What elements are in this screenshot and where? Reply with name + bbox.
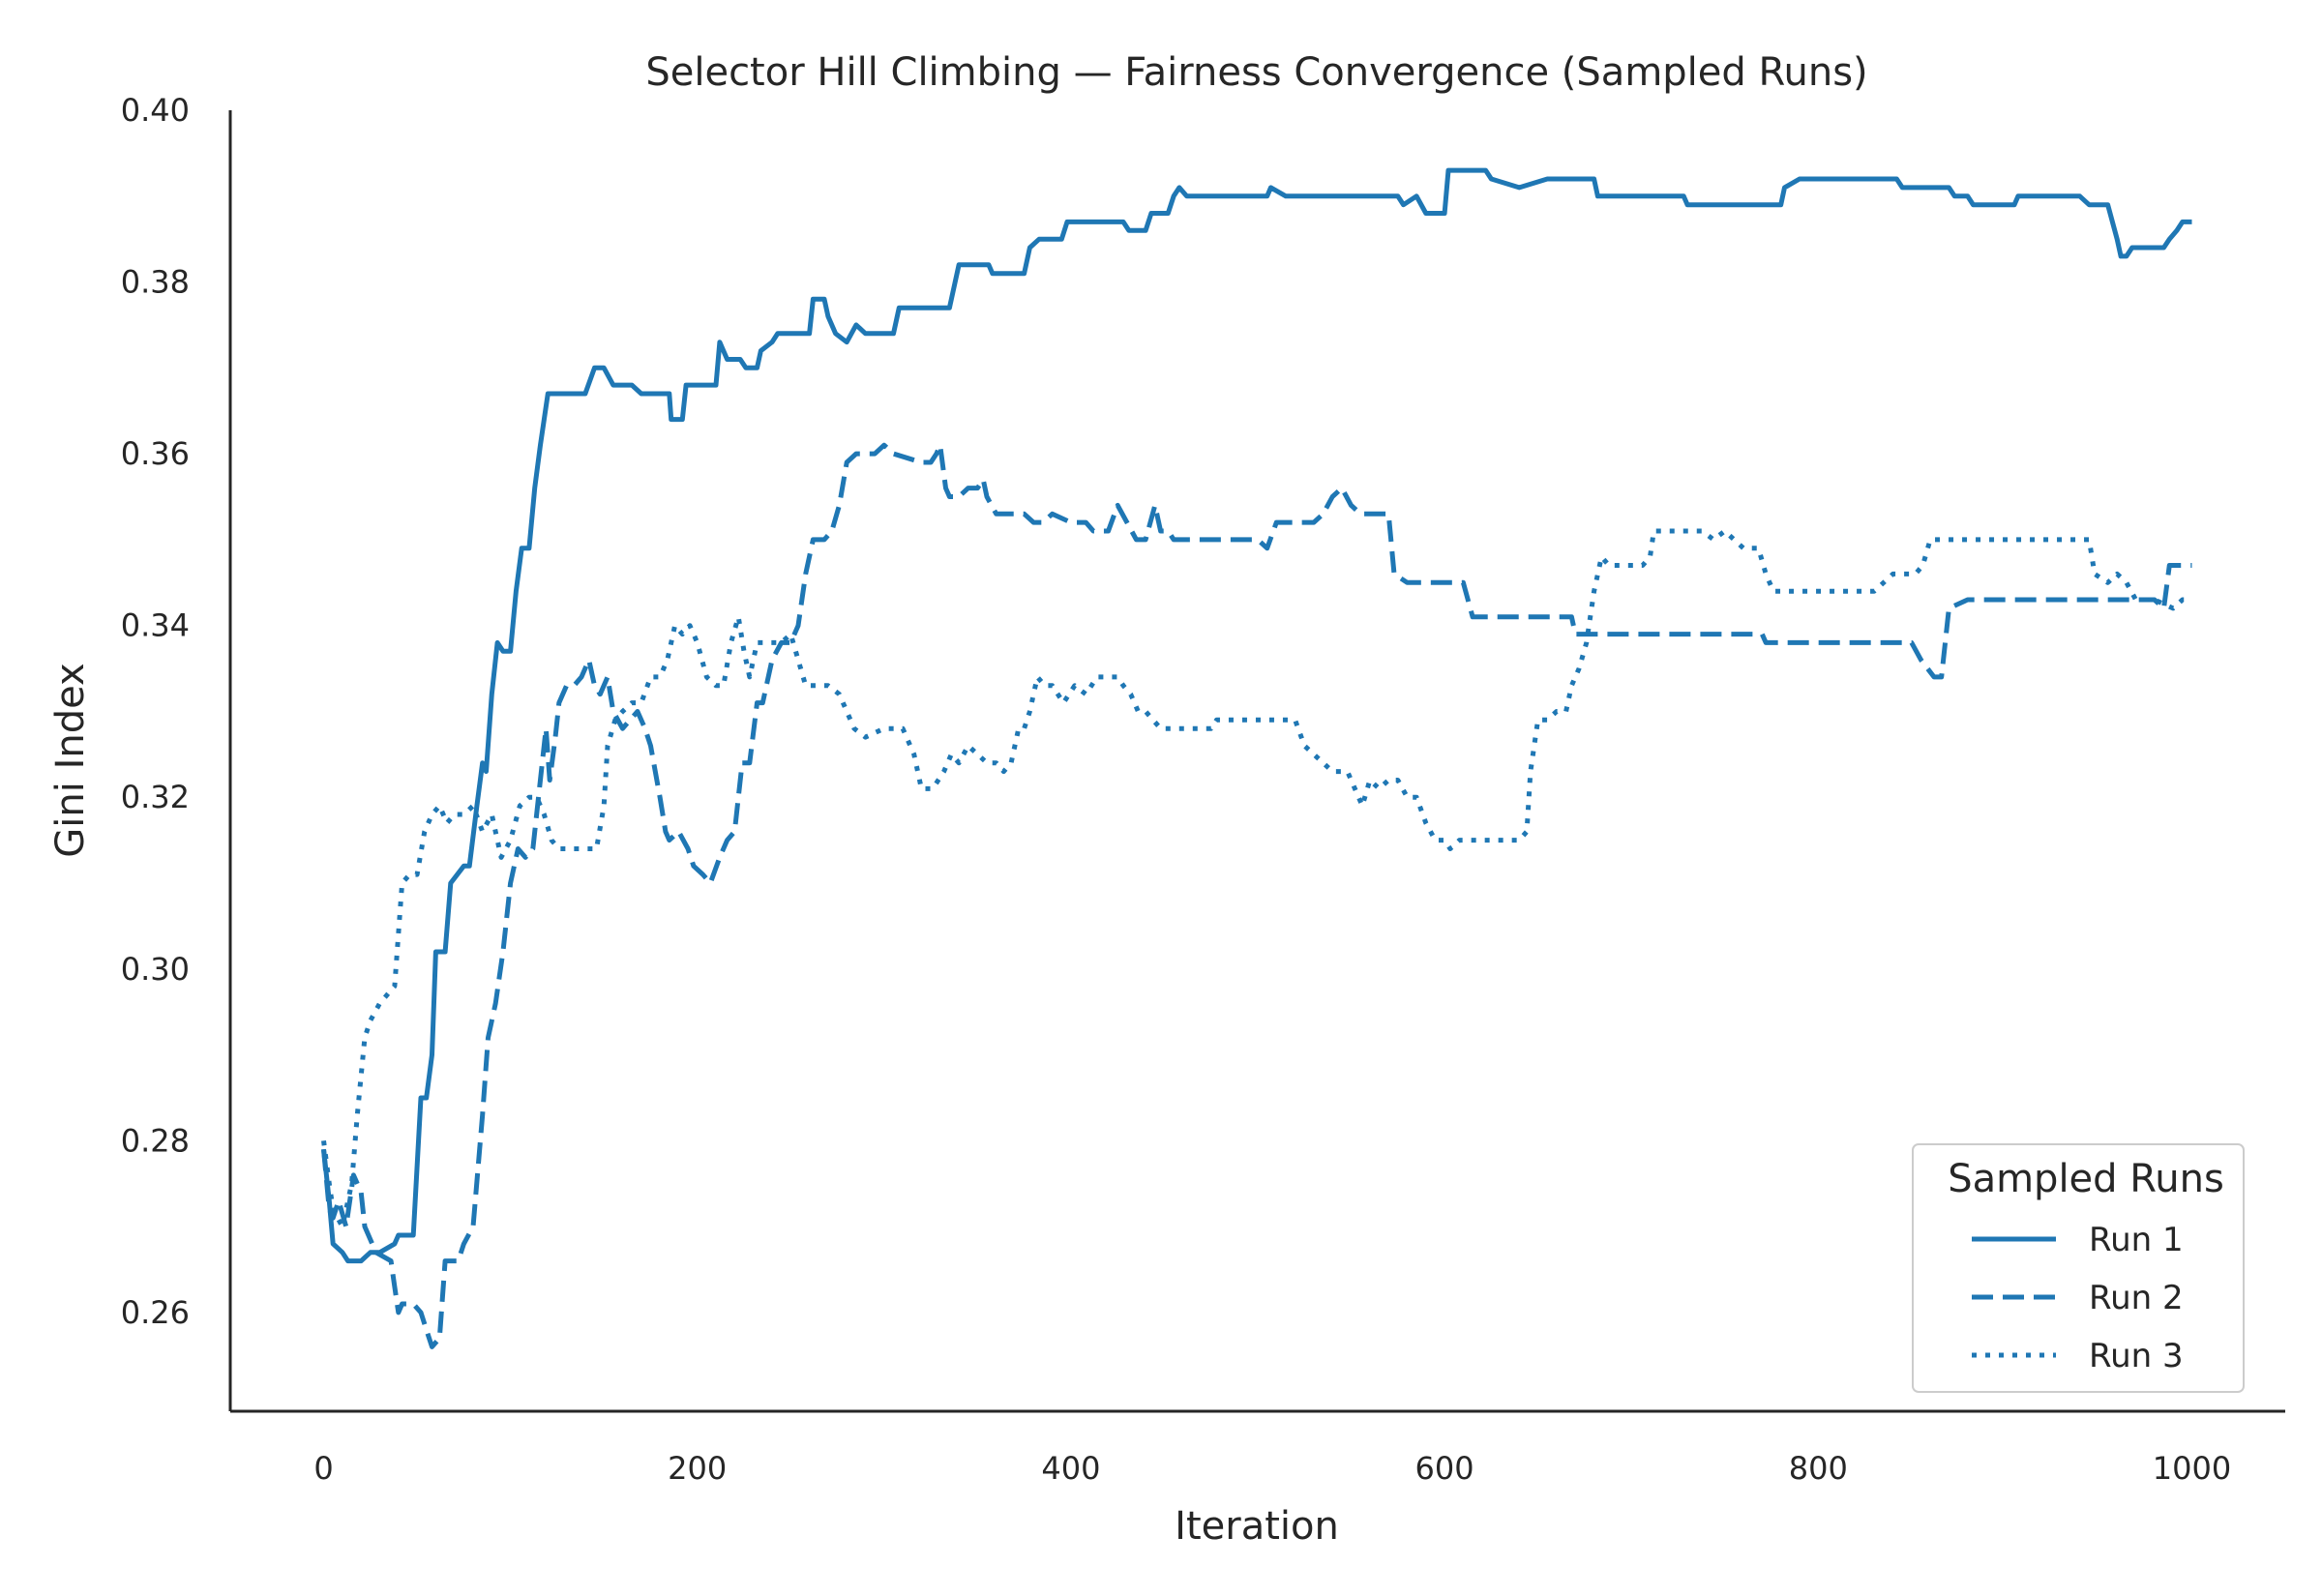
y-tick-label: 0.26 [121,1294,190,1331]
chart-title: Selector Hill Climbing — Fairness Conver… [645,50,1867,95]
series-line-run-2 [321,442,2192,1349]
legend-label-run-2: Run 2 [2089,1279,2184,1317]
y-tick-label: 0.30 [121,951,190,988]
x-axis-label: Iteration [1175,1504,1339,1549]
y-tick-label: 0.28 [121,1122,190,1159]
y-axis-label: Gini Index [48,663,93,857]
legend-entries: Run 1 Run 2 Run 3 [1972,1221,2184,1375]
y-tick-labels: 0.26 0.28 0.30 0.32 0.34 0.36 0.38 0.40 [121,92,190,1331]
series-line-run-1 [321,167,2192,1264]
series-line-run-3 [321,528,2192,1229]
legend-title: Sampled Runs [1948,1157,2224,1201]
legend-label-run-3: Run 3 [2089,1337,2184,1375]
legend-frame [1912,1143,2245,1393]
y-tick-label: 0.40 [121,92,190,129]
x-tick-label: 200 [668,1450,727,1487]
x-tick-label: 400 [1041,1450,1100,1487]
x-tick-label: 800 [1789,1450,1848,1487]
x-tick-label: 1000 [2153,1450,2231,1487]
x-tick-label: 600 [1415,1450,1474,1487]
plot-area [321,167,2192,1349]
x-tick-label: 0 [313,1450,333,1487]
y-tick-label: 0.36 [121,435,190,472]
legend-label-run-1: Run 1 [2089,1221,2184,1259]
y-tick-label: 0.34 [121,607,190,644]
legend: Sampled Runs Run 1 Run 2 Run 3 [1912,1143,2245,1393]
x-tick-labels: 0 200 400 600 800 1000 [313,1450,2231,1487]
y-tick-label: 0.38 [121,264,190,301]
y-tick-label: 0.32 [121,779,190,815]
